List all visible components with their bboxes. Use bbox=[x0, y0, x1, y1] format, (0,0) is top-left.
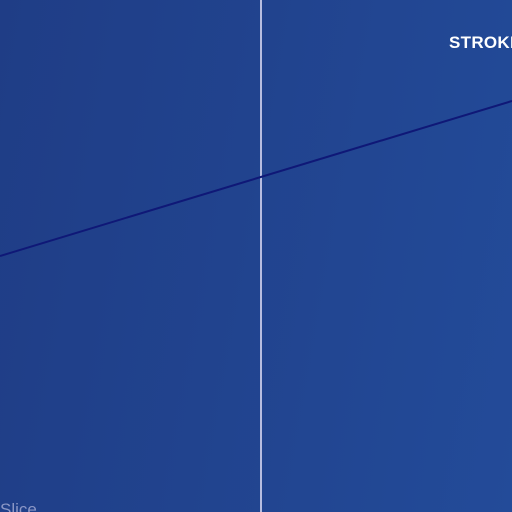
stroke-path[interactable] bbox=[0, 100, 512, 257]
slice-label: Slice bbox=[0, 500, 37, 512]
vertical-guide-line[interactable] bbox=[260, 0, 262, 512]
stroke-label: STROKE bbox=[449, 33, 512, 52]
